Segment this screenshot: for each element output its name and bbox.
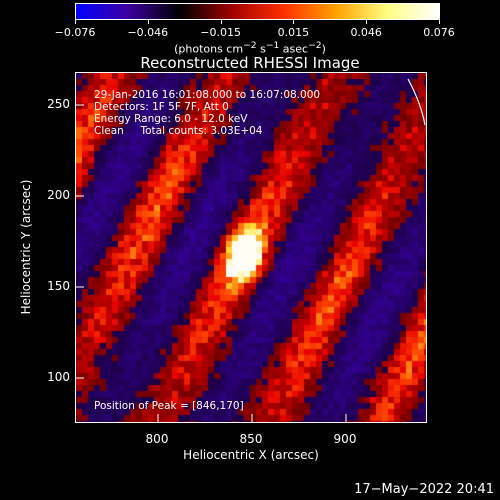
colorbar-tick-label: −0.076 xyxy=(54,26,96,39)
rhessi-image xyxy=(76,73,426,422)
image-plot: 29-Jan-2016 16:01:08.000 to 16:07:08.000… xyxy=(75,72,427,423)
y-tick-label: 150 xyxy=(47,279,70,293)
colorbar xyxy=(75,3,440,20)
colorbar-tick-label: 0.015 xyxy=(277,26,310,39)
x-axis-title: Heliocentric X (arcsec) xyxy=(183,448,319,462)
x-tick-label: 800 xyxy=(145,432,169,446)
colorbar-tick xyxy=(293,20,295,24)
peak-position: Position of Peak = [846,170] xyxy=(94,400,244,412)
footer-date: 17−May−2022 20:41 xyxy=(354,482,494,497)
info-time-range: 29-Jan-2016 16:01:08.000 to 16:07:08.000 xyxy=(94,89,321,101)
solar-limb xyxy=(407,78,426,126)
info-energy-range: Energy Range: 6.0 - 12.0 keV xyxy=(94,113,248,125)
colorbar-tick xyxy=(220,20,222,24)
y-tick-label: 100 xyxy=(47,370,70,384)
colorbar-tick xyxy=(147,20,149,24)
colorbar-tick xyxy=(366,20,368,24)
colorbar-units: (photons cm−2 s−1 asec−2) xyxy=(174,40,326,56)
colorbar-tick-label: −0.046 xyxy=(127,26,169,39)
colorbar-tick xyxy=(75,20,76,24)
info-detectors: Detectors: 1F 5F 7F, Att 0 xyxy=(94,101,229,113)
plot-title: Reconstructed RHESSI Image xyxy=(140,54,360,72)
colorbar-tick-label: 0.046 xyxy=(350,26,382,39)
colorbar-tick xyxy=(439,20,440,24)
colorbar-tick-label: −0.015 xyxy=(200,26,241,39)
limb-and-ticks xyxy=(76,78,426,422)
info-counts: Clean Total counts: 3.03E+04 xyxy=(94,125,263,137)
colorbar-tick-label: 0.076 xyxy=(423,26,455,39)
x-tick-label: 900 xyxy=(333,432,357,446)
y-tick-label: 250 xyxy=(47,97,70,111)
y-tick-label: 200 xyxy=(47,188,70,202)
y-axis-title: Heliocentric Y (arcsec) xyxy=(19,179,33,315)
x-tick-label: 850 xyxy=(239,432,263,446)
